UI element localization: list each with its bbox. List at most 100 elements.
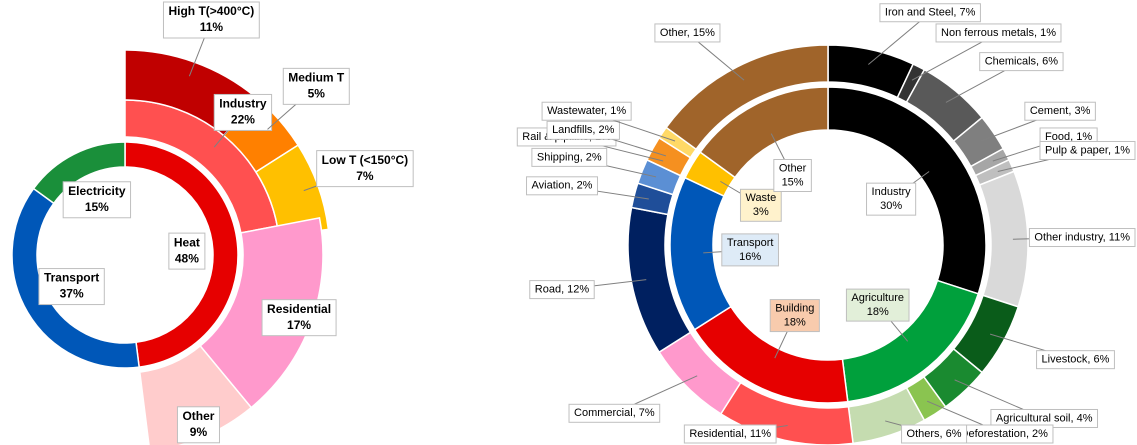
label-text: 15% [85, 200, 109, 214]
data-label: Residential, 11% [683, 424, 777, 444]
label-box [168, 232, 206, 270]
label-box [901, 424, 968, 444]
label-text: Road, 12% [535, 284, 590, 296]
label-box [866, 182, 917, 216]
data-label: Others, 6% [901, 424, 968, 444]
data-label: Heat 48% [168, 232, 206, 270]
label-text: Livestock, 6% [1042, 354, 1110, 366]
data-label: Residential 17% [261, 299, 337, 337]
label-text: High T(>400°C) [168, 4, 254, 18]
label-text: 18% [867, 306, 889, 318]
data-label: Building 18% [769, 299, 820, 333]
data-label: Road, 12% [529, 280, 595, 300]
label-text: Pulp & paper, 1% [1045, 144, 1130, 156]
label-box [282, 67, 350, 105]
label-text: 37% [60, 287, 84, 301]
label-box [176, 406, 220, 444]
label-box [935, 23, 1062, 43]
data-label: Other industry, 11% [1028, 228, 1136, 248]
label-text: Transport [727, 237, 774, 249]
label-text: 9% [190, 425, 208, 439]
data-label: Agricultural soil, 4% [990, 408, 1099, 428]
label-text: Other [779, 162, 807, 174]
data-label: Non ferrous metals, 1% [935, 23, 1062, 43]
data-label: Landfills, 2% [546, 120, 620, 140]
label-box [739, 188, 782, 222]
data-label: Livestock, 6% [1036, 350, 1115, 370]
label-text: Residential [267, 302, 331, 316]
data-label: Low T (<150°C) 7% [316, 150, 414, 188]
label-box [979, 52, 1064, 72]
data-label: Industry 30% [866, 182, 917, 216]
label-text: 48% [175, 251, 199, 265]
label-box [721, 233, 779, 267]
label-text: 22% [231, 113, 255, 127]
sunburst [627, 44, 1029, 445]
label-text: Waste [745, 192, 776, 204]
data-label: Agriculture 18% [845, 288, 910, 322]
label-box [1039, 140, 1136, 160]
data-label: Pulp & paper, 1% [1039, 140, 1136, 160]
segment [138, 344, 253, 445]
label-box [845, 288, 910, 322]
data-label: Deforestation, 2% [955, 424, 1054, 444]
label-box [879, 3, 981, 23]
label-box [1028, 228, 1136, 248]
label-text: Other, 15% [660, 27, 715, 39]
data-label: Other 9% [176, 406, 220, 444]
data-label: Wastewater, 1% [541, 101, 632, 121]
label-text: Aviation, 2% [532, 180, 593, 192]
label-text: Transport [44, 271, 99, 285]
label-text: Agriculture [851, 292, 904, 304]
label-text: 15% [782, 176, 804, 188]
data-label: Transport 16% [721, 233, 779, 267]
label-box [541, 101, 632, 121]
label-box [773, 159, 812, 193]
label-text: Wastewater, 1% [547, 105, 626, 117]
label-text: 7% [356, 169, 374, 183]
label-box [1024, 101, 1096, 121]
segment [124, 141, 239, 368]
label-text: Industry [872, 186, 912, 198]
data-label: Shipping, 2% [531, 147, 608, 167]
data-label: Other, 15% [654, 23, 721, 43]
label-box [769, 299, 820, 333]
label-text: Other [182, 409, 214, 423]
data-label: Electricity 15% [62, 181, 132, 219]
label-text: Other industry, 11% [1034, 231, 1130, 243]
label-text: Electricity [68, 184, 126, 198]
label-box [568, 403, 661, 423]
label-text: Shipping, 2% [537, 151, 602, 163]
segment [699, 86, 829, 179]
label-text: Chemicals, 6% [985, 56, 1059, 68]
label-box [529, 280, 595, 300]
label-box [654, 23, 721, 43]
label-text: 3% [753, 206, 769, 218]
label-text: Deforestation, 2% [961, 428, 1049, 440]
label-box [1036, 350, 1115, 370]
label-box [261, 299, 337, 337]
label-text: 16% [739, 251, 761, 263]
label-text: Others, 6% [907, 428, 962, 440]
label-text: Agricultural soil, 4% [996, 412, 1093, 424]
label-text: Medium T [288, 71, 345, 85]
label-text: 30% [880, 200, 902, 212]
label-box [546, 120, 620, 140]
data-label: Chemicals, 6% [979, 52, 1064, 72]
data-label: High T(>400°C) 11% [162, 1, 260, 39]
data-label: Cement, 3% [1024, 101, 1096, 121]
data-label: Waste 3% [739, 188, 782, 222]
label-text: Building [775, 302, 814, 314]
data-label: Industry 22% [213, 93, 273, 131]
label-box [213, 93, 273, 131]
label-text: 5% [308, 87, 326, 101]
label-text: 18% [784, 316, 806, 328]
label-box [62, 181, 132, 219]
label-box [38, 268, 105, 306]
label-text: 11% [200, 20, 224, 34]
label-text: Heat [174, 235, 200, 249]
label-text: Cement, 3% [1030, 105, 1091, 117]
data-label: Iron and Steel, 7% [879, 3, 981, 23]
data-label: Other 15% [773, 159, 812, 193]
